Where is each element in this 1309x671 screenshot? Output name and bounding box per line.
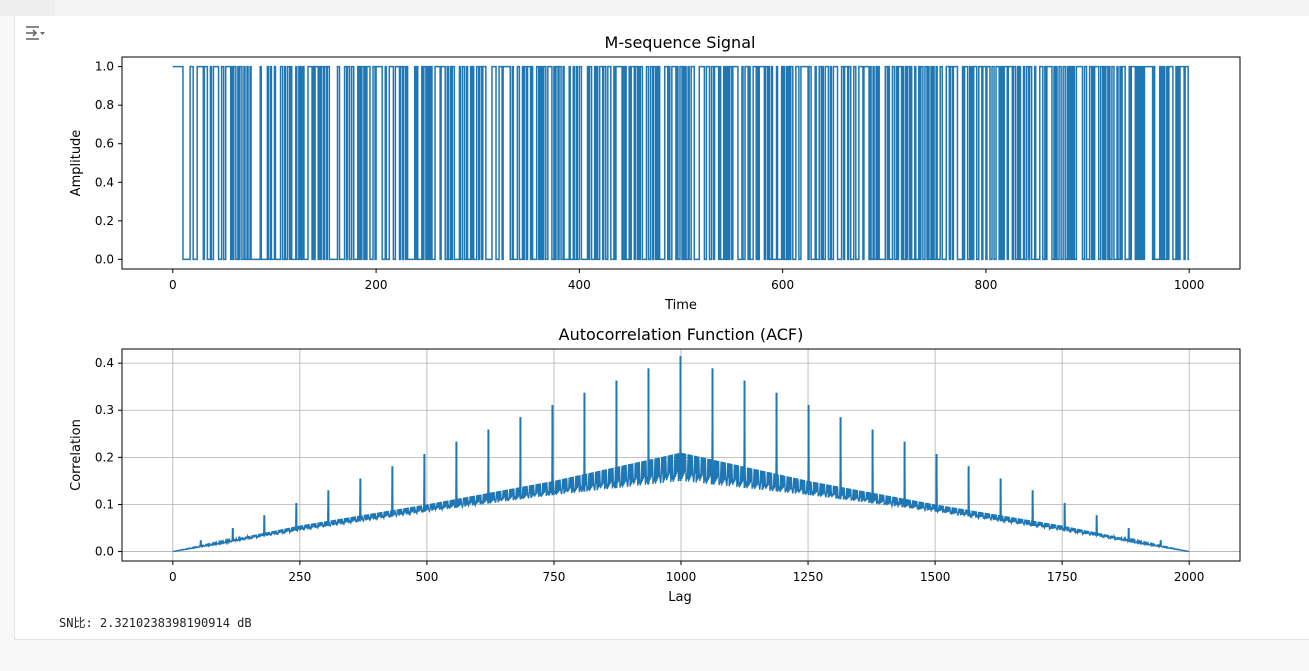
chart-msequence: M-sequence Signal 0 200 400 600 800 1000 0.0 0…: [69, 33, 1241, 313]
chart-acf: Autocorrelation Function (ACF) 0 250 500 75…: [69, 325, 1241, 605]
figure: M-sequence Signal 0 200 400 600 800 1000 0.0 0…: [69, 33, 1241, 605]
chart-2-ytick-label: 0.4: [95, 356, 114, 370]
notebook-bottom-strip: [0, 640, 1309, 671]
chart-1-xtick-label: 1000: [1174, 278, 1205, 292]
chart-1-ytick-label: 0.8: [95, 98, 114, 112]
chart-1-ytick-label: 0.0: [95, 252, 114, 266]
sn-ratio-output: SN比: 2.3210238398190914 dB: [59, 616, 252, 630]
chart-2-ytick-label: 0.3: [95, 403, 114, 417]
chart-2-xtick-label: 1500: [920, 570, 951, 584]
chart-1-xtick-label: 600: [771, 278, 794, 292]
chart-2-xtick-label: 500: [415, 570, 438, 584]
chart-1-xlabel: Time: [664, 298, 697, 313]
output-toggle-icon[interactable]: [24, 22, 48, 44]
chart-2-xtick-label: 1250: [793, 570, 824, 584]
notebook-top-strip: [0, 0, 1309, 16]
chart-2-title: Autocorrelation Function (ACF): [559, 325, 804, 344]
chart-2-xtick-label: 2000: [1174, 570, 1205, 584]
chart-1-xtick-label: 200: [365, 278, 388, 292]
chart-2-xtick-label: 0: [169, 570, 177, 584]
chart-1-xtick-label: 400: [568, 278, 591, 292]
chart-2-xtick-label: 1000: [666, 570, 697, 584]
cell-prompt-area: [0, 0, 55, 16]
chart-2-ytick-label: 0.0: [95, 545, 114, 559]
chart-1-ytick-label: 0.2: [95, 214, 114, 228]
chart-1-ytick-label: 1.0: [95, 60, 114, 74]
chart-2-xlabel: Lag: [668, 590, 691, 605]
chart-1-ylabel: Amplitude: [69, 130, 84, 197]
chart-2-ytick-label: 0.2: [95, 450, 114, 464]
chart-2-xtick-label: 750: [543, 570, 566, 584]
chart-1-axes-frame: [121, 56, 1241, 270]
chart-1-title: M-sequence Signal: [605, 33, 756, 52]
chart-1-xtick-label: 800: [974, 278, 997, 292]
chart-2-ylabel: Correlation: [69, 419, 84, 491]
chart-1-series-line: [172, 65, 1190, 261]
chart-1-ytick-label: 0.6: [95, 137, 114, 151]
chart-2-xtick-label: 1750: [1047, 570, 1078, 584]
left-gutter: [0, 16, 14, 671]
chart-1-ytick-label: 0.4: [95, 175, 114, 189]
output-toggle-svg: [26, 26, 45, 40]
chart-2-ytick-label: 0.1: [95, 497, 114, 511]
chart-2-xtick-label: 250: [288, 570, 311, 584]
chart-1-xtick-label: 0: [169, 278, 177, 292]
